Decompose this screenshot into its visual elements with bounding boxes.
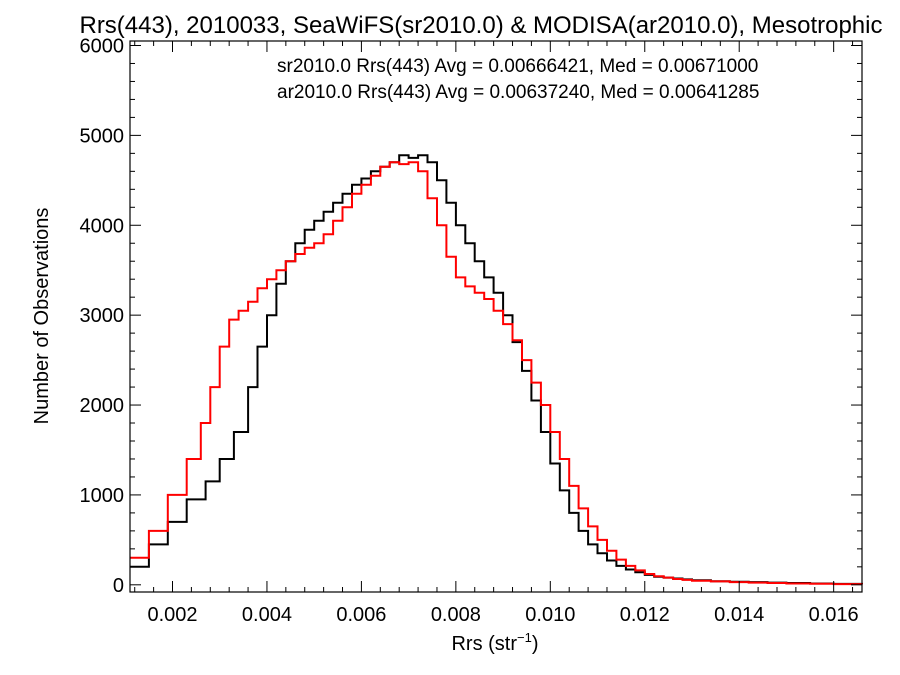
x-tick-label: 0.002 xyxy=(147,604,197,626)
x-tick-label: 0.006 xyxy=(336,604,386,626)
y-tick-label: 6000 xyxy=(80,35,125,57)
plot-frame xyxy=(129,40,863,593)
x-axis-label: Rrs (str−1) xyxy=(451,630,538,655)
x-axis-label-superscript: −1 xyxy=(517,630,532,645)
legend-entry-sr2010: sr2010.0 Rrs(443) Avg = 0.00666421, Med … xyxy=(277,56,758,77)
series-line-sr2010 xyxy=(130,154,863,585)
x-axis-label-text: Rrs (str xyxy=(451,633,517,655)
legend-entry-ar2010: ar2010.0 Rrs(443) Avg = 0.00637240, Med … xyxy=(277,82,759,103)
series-line-ar2010 xyxy=(130,161,863,586)
x-tick-label: 0.008 xyxy=(431,604,481,626)
y-tick-label: 4000 xyxy=(80,215,125,237)
y-axis-label: Number of Observations xyxy=(31,208,53,425)
y-tick-label: 2000 xyxy=(80,395,125,417)
x-tick-label: 0.016 xyxy=(809,604,859,626)
series-layer xyxy=(130,154,863,586)
x-axis-label-close: ) xyxy=(532,633,539,655)
x-tick-label: 0.004 xyxy=(242,604,292,626)
legend: sr2010.0 Rrs(443) Avg = 0.00666421, Med … xyxy=(277,56,759,103)
y-tick-label: 1000 xyxy=(80,485,125,507)
x-tick-label: 0.010 xyxy=(525,604,575,626)
chart-title: Rrs(443), 2010033, SeaWiFS(sr2010.0) & M… xyxy=(79,12,882,39)
y-tick-label: 3000 xyxy=(80,305,125,327)
x-tick-label: 0.012 xyxy=(620,604,670,626)
y-tick-label: 0 xyxy=(113,575,124,597)
axes: 0.002 0.004 0.006 0.008 0.010 0.012 0.014 0.016… xyxy=(80,35,863,626)
y-tick-label: 5000 xyxy=(80,125,125,147)
x-tick-label: 0.014 xyxy=(714,604,764,626)
